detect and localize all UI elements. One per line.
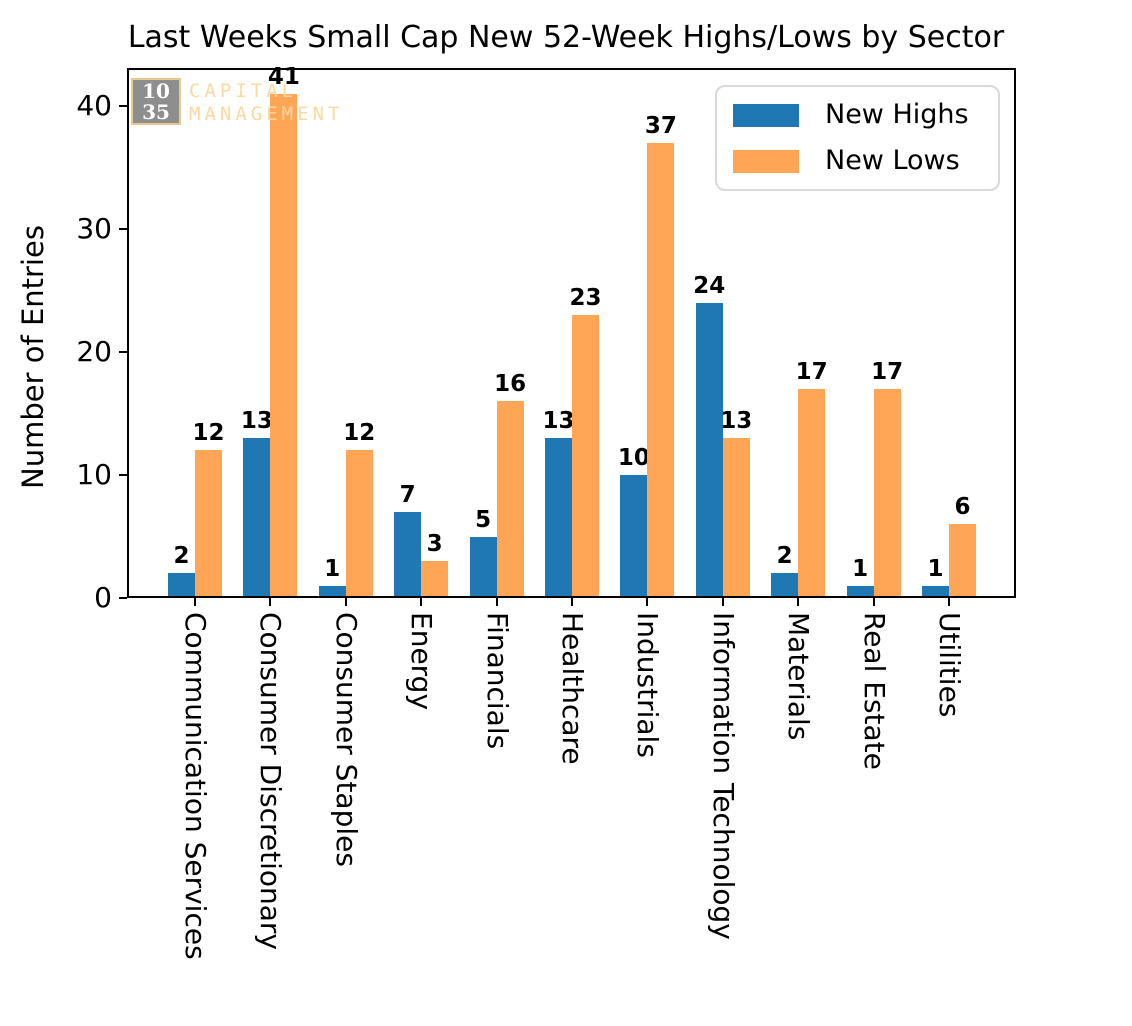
bar-new-highs-materials [771, 573, 799, 598]
chart-title: Last Weeks Small Cap New 52-Week Highs/L… [127, 20, 1005, 55]
bar-value-label: 6 [954, 494, 971, 521]
bar-value-label: 16 [494, 371, 527, 398]
bar-new-highs-industrials [620, 475, 648, 598]
bar-new-highs-information-technology [695, 302, 723, 598]
watermark-badge: 10 35 [131, 78, 181, 125]
legend: New Highs New Lows [715, 85, 1000, 191]
watermark-text-line2: MANAGEMENT [189, 103, 344, 125]
bar-value-label: 1 [852, 555, 869, 582]
bar-new-lows-energy [421, 561, 449, 598]
bar-new-highs-consumer-discretionary [243, 438, 271, 598]
bar-value-label: 5 [475, 506, 492, 533]
bar-new-highs-healthcare [545, 438, 572, 598]
x-tick-mark [495, 598, 498, 606]
x-tick-mark [948, 598, 950, 606]
x-tick-mark [571, 598, 573, 606]
bar-value-label: 13 [542, 408, 575, 435]
y-tick-label: 40 [76, 89, 112, 123]
bar-value-label: 17 [871, 358, 904, 385]
bar-new-lows-information-technology [722, 438, 750, 598]
x-tick-mark [420, 598, 423, 606]
y-tick-mark [119, 228, 127, 231]
bar-new-lows-healthcare [572, 315, 599, 598]
bar-new-highs-financials [469, 536, 497, 598]
watermark-text: CAPITAL MANAGEMENT [189, 80, 343, 126]
bar-new-highs-consumer-staples [318, 585, 346, 598]
bar-value-label: 23 [569, 285, 602, 312]
x-tick-label-materials: Materials [782, 612, 816, 741]
bar-new-lows-materials [798, 388, 826, 598]
x-tick-mark [269, 598, 272, 606]
plot-area: 2 12 13 41 1 12 7 3 5 16 13 23 10 37 24 13 2 17 1 17 1 6 [127, 64, 1016, 598]
y-tick-mark [119, 351, 127, 354]
bar-value-label: 17 [795, 358, 828, 385]
x-tick-label-industrials: Industrials [631, 612, 665, 758]
bar-value-label: 3 [426, 531, 443, 558]
bar-new-lows-consumer-staples [345, 450, 373, 598]
x-tick-label-energy: Energy [405, 612, 439, 711]
x-tick-mark [194, 598, 196, 606]
x-tick-label-consumer-staples: Consumer Staples [329, 612, 363, 867]
watermark-logo: 10 35 CAPITAL MANAGEMENT [131, 78, 343, 126]
legend-swatch-new-highs [733, 103, 799, 127]
y-tick-label: 30 [76, 212, 112, 246]
bar-value-label: 2 [776, 543, 793, 570]
bar-value-label: 12 [192, 420, 225, 447]
bar-value-label: 12 [343, 420, 376, 447]
legend-row-new-lows: New Lows [733, 145, 982, 177]
x-tick-label-utilities: Utilities [933, 612, 966, 718]
bar-new-highs-utilities [922, 585, 949, 598]
bar-new-highs-energy [394, 511, 422, 598]
bar-value-label: 7 [399, 481, 416, 508]
bar-new-lows-communication-services [195, 450, 222, 598]
bar-new-highs-communication-services [168, 573, 195, 598]
y-tick-mark [119, 105, 127, 108]
bar-value-label: 37 [644, 113, 677, 140]
y-tick-label: 0 [94, 581, 112, 614]
x-tick-label-financials: Financials [480, 612, 514, 750]
bar-value-label: 24 [693, 272, 726, 299]
bar-value-label: 13 [720, 408, 753, 435]
bar-new-lows-real-estate [873, 388, 901, 598]
x-tick-mark [797, 598, 800, 606]
bar-value-label: 2 [173, 543, 190, 570]
x-tick-mark [646, 598, 649, 606]
bar-new-lows-industrials [647, 143, 675, 598]
bar-value-label: 10 [617, 445, 650, 472]
y-tick-mark [119, 597, 127, 599]
x-tick-mark [721, 598, 724, 606]
legend-swatch-new-lows [733, 149, 799, 173]
x-tick-label-real-estate: Real Estate [857, 612, 891, 770]
watermark-badge-line1: 10 [142, 79, 170, 103]
watermark-text-line1: CAPITAL [189, 80, 298, 102]
x-tick-label-information-technology: Information Technology [706, 612, 740, 940]
legend-label-new-highs: New Highs [825, 99, 969, 130]
bar-new-lows-financials [496, 401, 524, 598]
x-tick-label-communication-services: Communication Services [179, 612, 212, 960]
x-tick-mark [872, 598, 875, 606]
bar-new-highs-real-estate [846, 585, 874, 598]
y-tick-label: 10 [76, 458, 112, 492]
legend-label-new-lows: New Lows [825, 145, 960, 176]
watermark-badge-line2: 35 [142, 100, 170, 124]
bar-value-label: 1 [927, 555, 944, 582]
y-tick-mark [119, 474, 127, 477]
x-tick-mark [344, 598, 347, 606]
x-tick-label-consumer-discretionary: Consumer Discretionary [254, 612, 288, 950]
legend-row-new-highs: New Highs [733, 99, 982, 131]
bar-new-lows-consumer-discretionary [270, 93, 298, 598]
bar-value-label: 13 [240, 408, 273, 435]
x-tick-label-healthcare: Healthcare [556, 612, 589, 765]
y-tick-label: 20 [76, 335, 112, 369]
bar-value-label: 1 [324, 555, 341, 582]
bar-new-lows-utilities [949, 524, 976, 598]
